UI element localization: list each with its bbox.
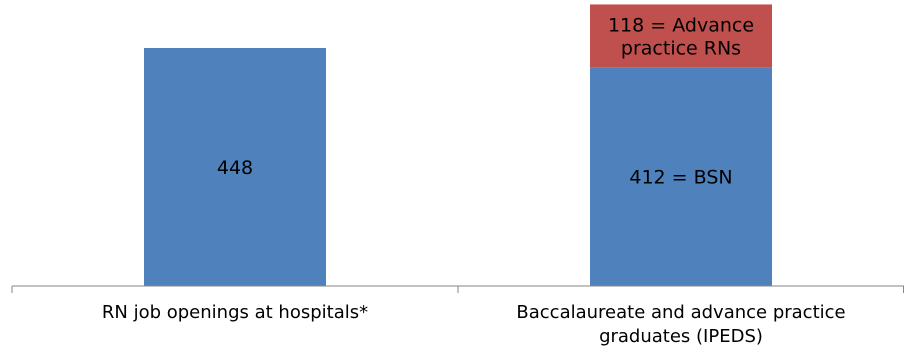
category-labels-group: RN job openings at hospitals* Baccalaurea…	[102, 302, 846, 347]
data-labels-group: 448 412 = BSN 118 = Advance practice RNs	[217, 14, 754, 188]
data-label-bar-2-segment-1: 412 = BSN	[629, 167, 732, 189]
bar-2-segment-2	[590, 4, 772, 68]
data-label-bar-1-segment-1: 448	[217, 157, 253, 179]
bar-1-segment-1	[144, 48, 326, 286]
category-label-2: Baccalaureate and advance practice gradua…	[516, 302, 845, 347]
data-label-bar-2-segment-2: 118 = Advance practice RNs	[608, 14, 754, 59]
x-axis	[11, 285, 904, 293]
bars-group	[144, 4, 772, 286]
category-label-1: RN job openings at hospitals*	[102, 302, 368, 323]
bar-2-segment-1	[590, 67, 772, 286]
